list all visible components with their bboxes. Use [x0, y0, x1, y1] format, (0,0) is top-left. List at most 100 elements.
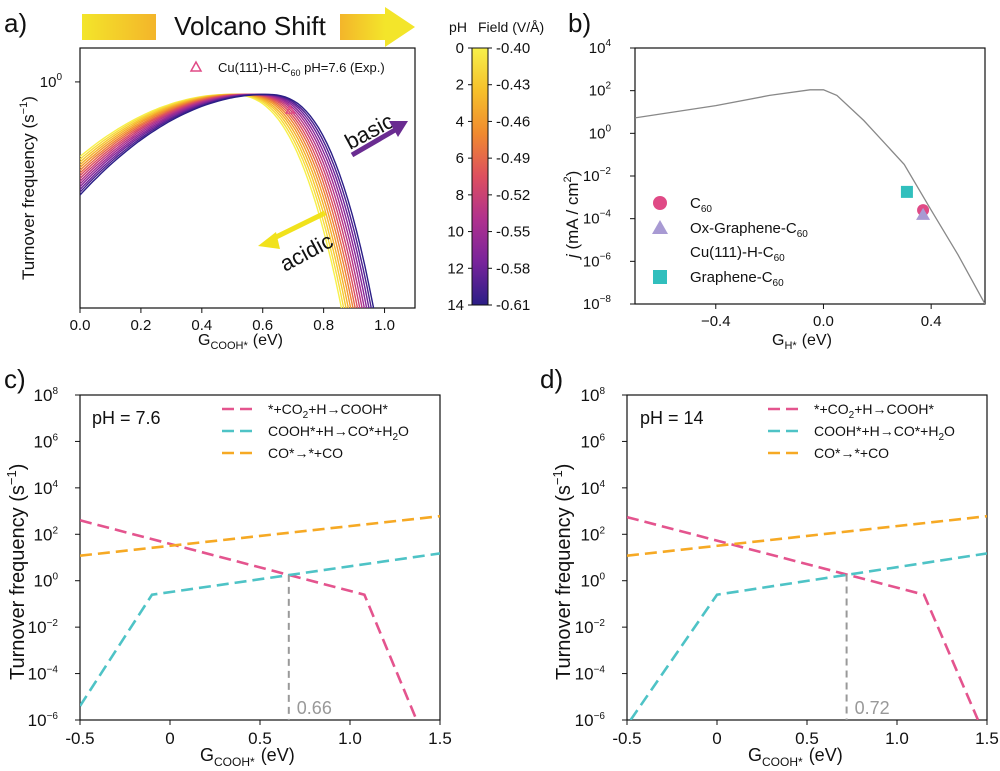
series-teal: [80, 552, 440, 707]
legend-b-entry: Graphene-C60: [690, 269, 784, 289]
y-tick-label: 106: [34, 432, 59, 451]
y-tick-label: 10−2: [575, 618, 606, 637]
x-tick-label: 0.8: [313, 317, 334, 334]
legend-b-entry: C60: [690, 195, 712, 215]
plot-d-ph-annotation: pH = 14: [640, 408, 704, 428]
x-tick-label: 0.0: [70, 317, 91, 334]
legend-entry-teal: COOH*+H→CO*+H2O: [268, 423, 409, 443]
series-pink: [627, 515, 980, 720]
basic-arrow-head: [389, 121, 408, 137]
x-tick-label: -0.5: [612, 729, 641, 748]
axis-a-ylabel: Turnover frequency (s−1): [18, 96, 38, 280]
y-tick-label: 10−4: [583, 209, 612, 228]
intersection-label: 0.72: [855, 698, 890, 718]
point-graphene: [900, 185, 913, 198]
plot-c-frame: [79, 394, 441, 721]
y-tick-label: 102: [581, 525, 606, 544]
catalyst-points: [900, 185, 931, 220]
colorbar: pH Field (V/Å) 0 -0.40 2 -0.43 4 -0.46 6 -0.49 8…: [447, 19, 544, 314]
y-tick-label: 102: [34, 525, 59, 544]
x-tick-label: 0.4: [191, 317, 212, 334]
colorbar-ph-label: 8: [456, 187, 464, 204]
panel-a-label: a): [4, 8, 27, 38]
y-tick-label: 108: [34, 386, 59, 405]
point-ox-graphene: [916, 207, 931, 220]
y-tick-label: 100: [34, 572, 59, 591]
legend-b: C60 Ox-Graphene-C60 Cu(111)-H-C60 Graphene-…: [652, 195, 808, 289]
acidic-arrow-head: [258, 232, 280, 249]
y-tick-label: 100: [40, 72, 63, 91]
legend-b-entry: Cu(111)-H-C60: [690, 244, 785, 264]
legend-entry-orange: CO*→*+CO: [268, 445, 343, 461]
colorbar-ph-label: 4: [456, 113, 464, 130]
intersection-label: 0.66: [297, 698, 332, 718]
y-tick-label: 10−6: [28, 711, 59, 730]
legend-entry-teal: COOH*+H→CO*+H2O: [814, 423, 955, 443]
colorbar-field-label: -0.49: [496, 150, 530, 167]
banner-arrow-left: [82, 14, 156, 40]
series-pink: [80, 519, 418, 720]
colorbar-field-label: -0.46: [496, 113, 530, 130]
x-tick-label: 0.4: [921, 313, 942, 330]
colorbar-header-ph: pH: [449, 19, 467, 35]
colorbar-ph-label: 2: [456, 77, 464, 94]
plot-d-frame: [626, 394, 988, 721]
y-tick-label: 104: [589, 38, 612, 57]
x-tick-label: 0.2: [130, 317, 151, 334]
activity-curve: [635, 89, 985, 304]
y-tick-label: 10−4: [28, 665, 59, 684]
colorbar-header-field: Field (V/Å): [478, 19, 544, 35]
panel-d: d) 0.72 -0.5 0 0.5 1.0 1.5 10−6 10−4 10−2 100 102 1…: [540, 364, 999, 769]
colorbar-gradient: [471, 47, 489, 306]
legend-c: *+CO2+H→COOH*COOH*+H→CO*+H2O CO*→*+CO: [222, 401, 409, 461]
panel-b: b) −0.4 0.0 0.4 10−8 10−6 10−4 10−2 100 102 104 C…: [562, 8, 986, 352]
axis-d-ticks: 0.72 -0.5 0 0.5 1.0 1.5 10−6 10−4 10−2 100 102 104 1…: [575, 386, 999, 748]
y-tick-label: 100: [581, 572, 606, 591]
volcano-shift-banner: Volcano Shift: [82, 7, 415, 47]
y-tick-label: 102: [589, 81, 612, 100]
x-tick-label: 0: [712, 729, 721, 748]
legend-marker-c60: [653, 196, 667, 210]
x-tick-label: 1.5: [975, 729, 999, 748]
axis-c-xlabel: GCOOH* (eV): [200, 745, 295, 769]
colorbar-field-label: -0.43: [496, 77, 530, 94]
x-tick-label: 1.0: [338, 729, 362, 748]
panel-c-label: c): [4, 364, 26, 394]
banner-text: Volcano Shift: [174, 11, 327, 41]
series-orange: [627, 514, 987, 557]
axis-b-ticks: −0.4 0.0 0.4 10−8 10−6 10−4 10−2 100 102 104: [583, 38, 942, 330]
colorbar-ph-label: 6: [456, 150, 464, 167]
basic-arrow: [350, 127, 397, 158]
series-teal: [629, 552, 987, 720]
y-tick-label: 10−6: [575, 711, 606, 730]
y-tick-label: 108: [581, 386, 606, 405]
experimental-point-marker: [285, 104, 296, 114]
series-orange: [80, 514, 440, 557]
y-tick-label: 106: [581, 432, 606, 451]
banner-arrow-head: [385, 7, 415, 47]
legend-a-text: Cu(111)-H-C60 pH=7.6 (Exp.): [218, 60, 385, 78]
volcano-curves: [80, 93, 375, 308]
x-tick-label: 1.0: [374, 317, 395, 334]
legend-marker-graphene: [653, 270, 667, 284]
legend-entry-pink: *+CO2+H→COOH*: [268, 401, 388, 421]
legend-b-entry: Ox-Graphene-C60: [690, 220, 808, 240]
legend-entry-pink: *+CO2+H→COOH*: [814, 401, 934, 421]
banner-arrow-right-body: [340, 14, 385, 40]
axis-d-xlabel: GCOOH* (eV): [748, 745, 843, 769]
x-tick-label: 0.6: [252, 317, 273, 334]
colorbar-ph-label: 0: [456, 40, 464, 57]
legend-marker-ox-graphene: [652, 220, 668, 234]
y-tick-label: 10−8: [583, 294, 612, 313]
colorbar-ph-label: 12: [447, 260, 464, 277]
y-tick-label: 10−6: [583, 251, 612, 270]
x-tick-label: 0.5: [795, 729, 819, 748]
axis-b-xlabel: GH* (eV): [772, 332, 832, 352]
y-tick-label: 104: [34, 479, 59, 498]
panel-c: c) 0.66 -0.5 0 0.5 1.0 1.5 10−6 10−4 10−2 100 102 1…: [4, 364, 452, 769]
axis-c-ylabel: Turnover frequency (s−1): [4, 464, 29, 680]
colorbar-field-label: -0.52: [496, 187, 530, 204]
x-tick-label: −0.4: [701, 313, 731, 330]
legend-entry-orange: CO*→*+CO: [814, 445, 889, 461]
